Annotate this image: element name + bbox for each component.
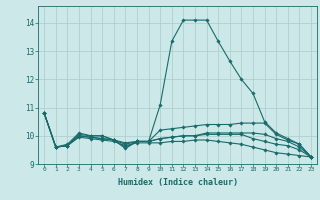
- X-axis label: Humidex (Indice chaleur): Humidex (Indice chaleur): [118, 178, 238, 187]
